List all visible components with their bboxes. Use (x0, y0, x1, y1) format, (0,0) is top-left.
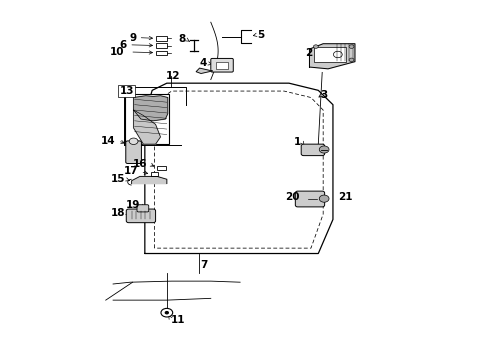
Text: 10: 10 (109, 47, 124, 57)
Polygon shape (310, 44, 355, 69)
FancyBboxPatch shape (211, 58, 233, 72)
Text: 16: 16 (133, 159, 147, 169)
Bar (156, 50, 167, 55)
Text: 4: 4 (199, 58, 207, 68)
Circle shape (161, 309, 172, 317)
Bar (156, 43, 167, 48)
Circle shape (349, 58, 354, 62)
Text: 6: 6 (120, 40, 127, 50)
Circle shape (319, 146, 329, 153)
Bar (315, 47, 346, 62)
Text: 8: 8 (178, 34, 185, 44)
Bar (151, 172, 158, 176)
Text: 7: 7 (200, 260, 207, 270)
Polygon shape (134, 96, 168, 121)
Text: 14: 14 (101, 136, 116, 145)
Circle shape (129, 138, 138, 144)
FancyBboxPatch shape (301, 144, 325, 156)
Text: 18: 18 (111, 208, 125, 218)
Text: 20: 20 (285, 192, 300, 202)
Bar (125, 94, 169, 144)
Circle shape (349, 45, 354, 48)
Text: 3: 3 (321, 90, 328, 100)
Text: 2: 2 (305, 48, 313, 58)
Text: 17: 17 (124, 166, 139, 176)
Circle shape (165, 312, 168, 314)
Text: 9: 9 (129, 33, 137, 42)
FancyBboxPatch shape (137, 205, 149, 212)
Text: 21: 21 (338, 192, 352, 202)
FancyBboxPatch shape (126, 141, 142, 163)
Text: 11: 11 (171, 315, 185, 325)
Text: 15: 15 (111, 174, 125, 184)
Text: 13: 13 (120, 86, 134, 96)
Polygon shape (196, 68, 212, 73)
Circle shape (314, 45, 318, 48)
Bar (216, 62, 228, 69)
Text: 12: 12 (166, 71, 180, 81)
Text: 5: 5 (257, 30, 265, 40)
FancyBboxPatch shape (295, 191, 325, 207)
Bar (157, 166, 166, 170)
Circle shape (319, 195, 329, 202)
Text: 1: 1 (294, 138, 301, 147)
Polygon shape (132, 176, 167, 184)
FancyBboxPatch shape (126, 209, 156, 223)
Bar (156, 36, 167, 41)
Text: 19: 19 (125, 200, 140, 210)
Circle shape (333, 51, 342, 58)
Polygon shape (134, 110, 160, 144)
